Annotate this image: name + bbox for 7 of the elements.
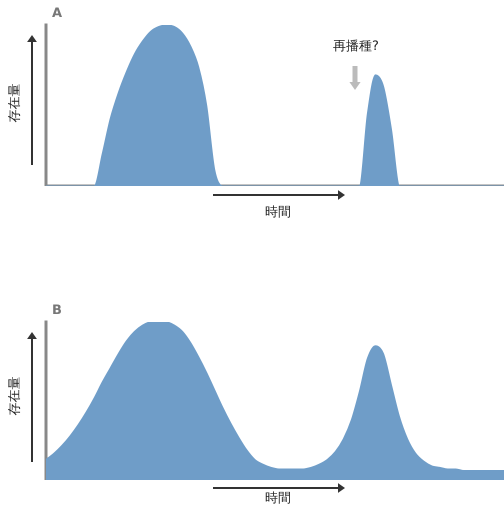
y-axis-title: 存在量: [6, 84, 24, 122]
x-axis-title: 時間: [265, 204, 291, 221]
annotation: 再播種?: [333, 38, 379, 54]
text: A: [52, 6, 62, 21]
text: B: [52, 302, 62, 318]
y-axis-title: 存在量: [6, 376, 24, 416]
x-axis-title: 時間: [265, 490, 291, 507]
